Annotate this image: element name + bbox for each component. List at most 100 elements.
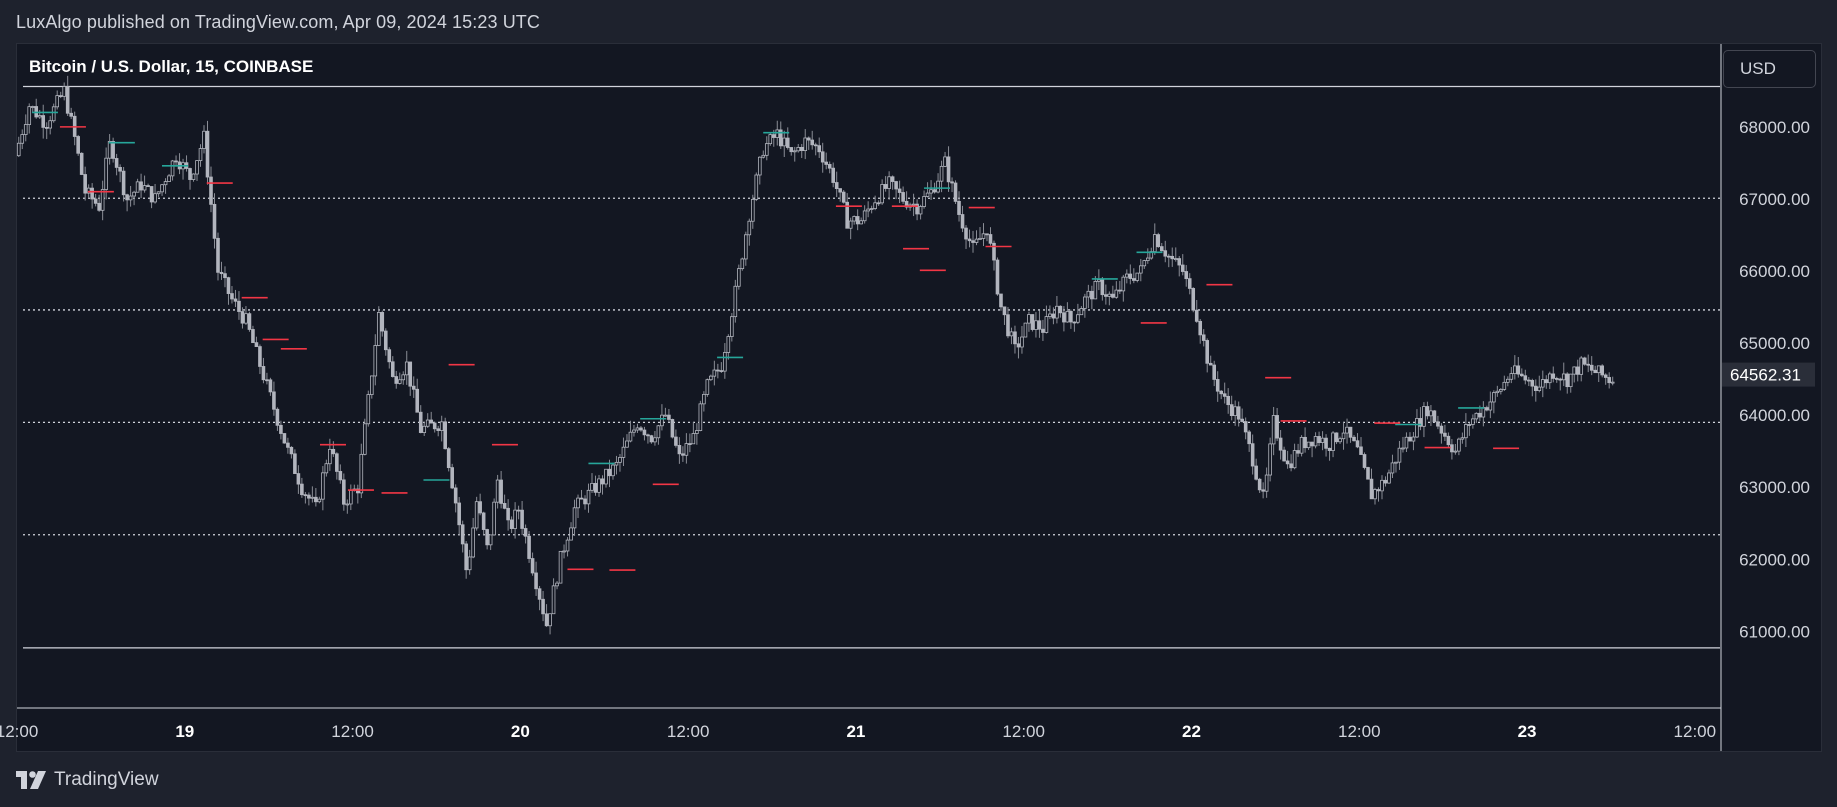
candle xyxy=(1083,293,1087,318)
candle xyxy=(404,350,409,385)
candle xyxy=(55,90,59,110)
candle-body xyxy=(880,184,884,204)
candle xyxy=(1324,434,1328,457)
candle-body xyxy=(1083,296,1087,309)
candle-body xyxy=(1086,290,1091,298)
candle xyxy=(782,130,787,158)
candle-body xyxy=(1422,406,1426,427)
candle xyxy=(789,147,794,156)
candle xyxy=(1352,435,1356,442)
candle-body xyxy=(349,490,353,505)
candle xyxy=(1547,371,1552,390)
candle-body xyxy=(1170,255,1175,260)
candle-body xyxy=(506,507,510,521)
candle-body xyxy=(904,200,909,208)
candle xyxy=(1582,356,1587,366)
candle-body xyxy=(1212,364,1217,380)
tradingview-logo[interactable]: TradingView xyxy=(16,769,159,791)
candle xyxy=(614,455,619,475)
candle-body xyxy=(1292,450,1297,469)
candle-body xyxy=(579,497,584,500)
time-axis[interactable]: 12:00 19 12:00 20 12:00 21 12:00 22 12:00 23 12:00 xyxy=(0,722,1716,741)
candle xyxy=(957,191,961,222)
candle-body xyxy=(170,160,175,177)
candle xyxy=(852,215,856,225)
candle-body xyxy=(1492,392,1496,403)
candle xyxy=(1537,375,1542,393)
candle-body xyxy=(806,137,811,141)
candle-body xyxy=(139,181,143,191)
candle-body xyxy=(635,427,640,431)
candle-body xyxy=(653,437,657,443)
candle-body xyxy=(1443,432,1447,437)
candle-body xyxy=(946,156,951,183)
chart-panel[interactable] xyxy=(16,43,1822,752)
candle-body xyxy=(943,156,947,167)
candle-body xyxy=(740,258,745,270)
candle-body xyxy=(1306,441,1311,449)
candle-body xyxy=(1138,265,1143,274)
candle xyxy=(1551,366,1556,383)
candle xyxy=(1530,378,1535,397)
time-tick-label: 12:00 xyxy=(331,722,374,741)
candle xyxy=(303,491,308,504)
candle xyxy=(590,473,594,493)
candle-body xyxy=(1299,436,1304,454)
candle-body xyxy=(1104,294,1108,297)
candle xyxy=(481,511,486,535)
candle-body xyxy=(443,421,447,450)
candle-body xyxy=(726,336,731,353)
candle-body xyxy=(240,311,245,324)
candle-body xyxy=(83,174,87,194)
candle xyxy=(1069,309,1073,329)
candle xyxy=(1408,432,1412,442)
price-axis[interactable]: 61000.00 62000.00 63000.00 64000.00 65000.00… xyxy=(1739,118,1810,641)
candle xyxy=(1509,367,1514,384)
candle xyxy=(247,311,252,332)
candle-body xyxy=(1093,280,1098,300)
candle-body xyxy=(1121,276,1126,292)
candle-body xyxy=(744,234,748,260)
candle xyxy=(1443,424,1447,442)
candle xyxy=(866,201,870,218)
candle-body xyxy=(768,134,773,145)
candle-body xyxy=(198,148,203,162)
candle xyxy=(1062,306,1066,332)
candle xyxy=(1034,312,1038,338)
currency-button[interactable]: USD xyxy=(1723,50,1816,88)
candle-body xyxy=(1051,313,1056,319)
candle xyxy=(44,122,49,140)
candle xyxy=(1243,417,1248,440)
candle xyxy=(764,136,769,161)
candle-body xyxy=(838,188,842,193)
candle xyxy=(1219,390,1223,400)
candle xyxy=(831,162,835,188)
candle-body xyxy=(1125,273,1129,278)
candle-body xyxy=(562,550,566,553)
candle xyxy=(349,484,353,511)
candle xyxy=(929,180,933,200)
candle-body xyxy=(1159,246,1164,252)
candle-body xyxy=(1526,379,1531,382)
candle xyxy=(1128,264,1133,285)
candle xyxy=(226,276,231,305)
candle xyxy=(719,362,724,373)
candle-body xyxy=(925,192,930,197)
candle xyxy=(394,370,399,389)
candle xyxy=(467,549,472,575)
candle xyxy=(1345,418,1349,444)
candle xyxy=(488,534,493,551)
candle xyxy=(65,75,70,117)
candle-body xyxy=(1579,357,1584,375)
candle xyxy=(1575,359,1580,382)
candle-body xyxy=(79,152,84,175)
candle xyxy=(894,180,898,200)
candle xyxy=(142,175,147,193)
time-tick-label: 21 xyxy=(846,722,865,741)
candle-body xyxy=(709,375,713,381)
candle xyxy=(335,452,339,480)
candle-body xyxy=(841,191,846,203)
candle xyxy=(1247,429,1251,452)
candle-body xyxy=(1163,250,1168,257)
